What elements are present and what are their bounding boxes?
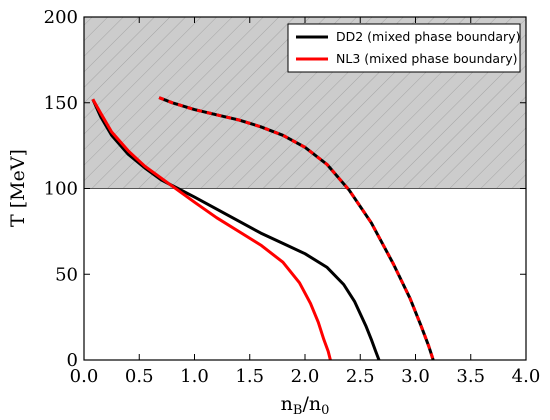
series-layer xyxy=(91,96,435,360)
legend-label-dd2: DD2 (mixed phase boundary) xyxy=(336,29,520,44)
legend: DD2 (mixed phase boundary) NL3 (mixed ph… xyxy=(287,23,521,73)
x-tick-label: 1.0 xyxy=(180,366,209,387)
x-tick-label: 2.0 xyxy=(291,366,320,387)
y-tick-label: 200 xyxy=(44,7,78,28)
y-tick-label: 100 xyxy=(44,179,78,200)
y-tick-label: 0 xyxy=(67,350,78,371)
x-tick-label: 0.5 xyxy=(125,366,154,387)
y-tick-label: 150 xyxy=(44,93,78,114)
x-tick-label: 2.5 xyxy=(346,366,375,387)
legend-label-nl3: NL3 (mixed phase boundary) xyxy=(336,51,518,66)
series-line-1 xyxy=(91,98,332,360)
y-axis-ticks: 0 50 100 150 200 xyxy=(44,7,526,371)
x-tick-label: 3.5 xyxy=(456,366,485,387)
x-tick-label: 4.0 xyxy=(512,366,541,387)
x-tick-label: 3.0 xyxy=(401,366,430,387)
x-axis-ticks: 0.0 0.5 1.0 1.5 2.0 2.5 3.0 3.5 4.0 xyxy=(70,17,541,387)
y-tick-label: 50 xyxy=(55,264,78,285)
series-line-0 xyxy=(91,98,381,360)
legend-box xyxy=(287,23,521,73)
x-tick-label: 0.0 xyxy=(70,366,99,387)
y-axis-label: T [MeV] xyxy=(7,149,29,227)
x-tick-label: 1.5 xyxy=(235,366,264,387)
x-axis-label: nB/n0 xyxy=(281,393,330,418)
series-line-2 xyxy=(158,96,435,360)
